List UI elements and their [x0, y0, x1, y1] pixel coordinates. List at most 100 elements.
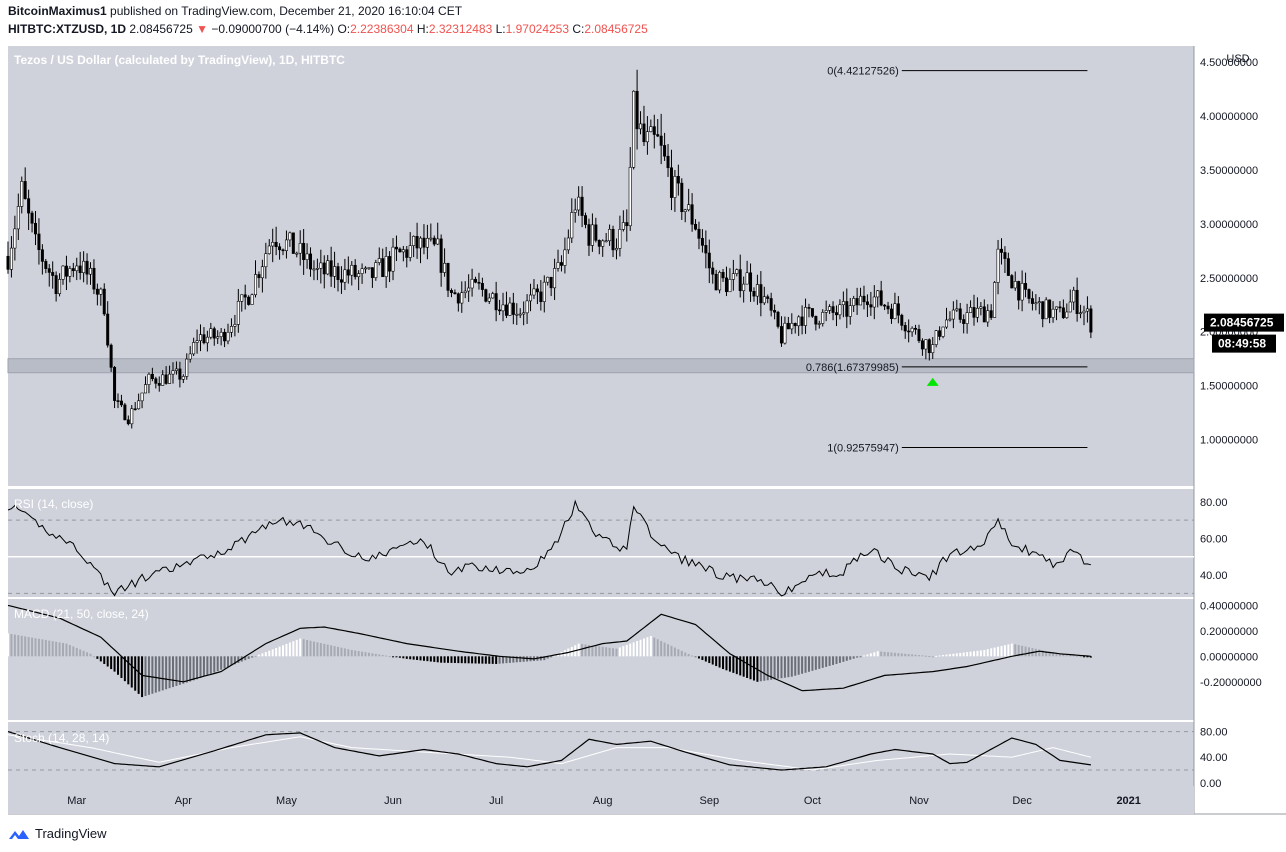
- macd-bar: [835, 656, 838, 664]
- candle-body: [914, 327, 918, 330]
- candle-body: [1027, 289, 1031, 299]
- candle-body: [972, 307, 976, 318]
- candle-body: [329, 260, 333, 277]
- high-value: 2.32312483: [428, 22, 493, 36]
- candle-body: [728, 279, 732, 293]
- candle-body: [494, 293, 498, 311]
- macd-bar: [137, 656, 140, 694]
- candle-body: [1037, 301, 1041, 304]
- candle-body: [1072, 289, 1076, 303]
- macd-bar: [103, 656, 106, 664]
- candle-body: [216, 336, 220, 339]
- candle-body: [518, 313, 522, 316]
- candle-body: [927, 339, 931, 354]
- macd-bar: [7, 633, 9, 657]
- candle-body: [23, 181, 27, 199]
- time-tick-label: 2021: [1116, 795, 1140, 807]
- macd-bar: [1021, 645, 1024, 657]
- macd-bar: [780, 656, 783, 679]
- candle-body: [126, 419, 130, 425]
- candle-body: [539, 291, 543, 302]
- candle-body: [714, 273, 718, 291]
- macd-bar: [804, 656, 807, 673]
- candle-body: [876, 290, 880, 298]
- macd-bar: [326, 644, 329, 657]
- candle-body: [999, 248, 1003, 253]
- macd-bar: [921, 655, 924, 657]
- footer: TradingView: [8, 826, 107, 841]
- candle-body: [900, 314, 904, 326]
- candle-body: [872, 296, 876, 308]
- time-axis-background: [8, 786, 1194, 814]
- macd-bar: [873, 652, 876, 657]
- candle-body: [848, 305, 852, 317]
- macd-bar: [450, 656, 453, 663]
- candle-body: [92, 267, 96, 290]
- macd-bar: [481, 656, 484, 664]
- macd-bar: [237, 656, 240, 663]
- candle-body: [903, 325, 907, 332]
- candle-body: [752, 291, 756, 297]
- macd-bar: [223, 656, 226, 669]
- macd-bar: [357, 651, 360, 657]
- candle-body: [862, 295, 866, 303]
- macd-bar: [185, 656, 188, 683]
- macd-bar: [976, 650, 979, 657]
- macd-bar: [254, 656, 257, 658]
- macd-bar: [684, 652, 687, 657]
- candle-body: [604, 240, 608, 243]
- candle-body: [474, 278, 478, 283]
- candle-body: [229, 326, 233, 333]
- pane-background-3: [8, 722, 1194, 786]
- macd-bar: [412, 656, 415, 660]
- candle-body: [157, 383, 161, 386]
- candle-body: [663, 145, 667, 157]
- author-name[interactable]: BitcoinMaximus1: [8, 4, 107, 18]
- macd-bar: [62, 642, 65, 657]
- macd-bar: [735, 656, 738, 675]
- macd-bar: [37, 638, 40, 657]
- macd-bar: [777, 656, 780, 679]
- candle-body: [1048, 299, 1052, 318]
- candle-body: [917, 329, 921, 342]
- macd-bar: [1014, 644, 1017, 657]
- macd-bar: [350, 649, 353, 657]
- candle-body: [924, 339, 928, 350]
- candle-body: [51, 272, 55, 276]
- macd-bar: [371, 653, 374, 657]
- candle-body: [302, 242, 306, 260]
- rsi-tick-label: 60.00: [1200, 533, 1228, 545]
- macd-bar: [306, 640, 309, 657]
- candle-body: [711, 267, 715, 275]
- candle-body: [443, 262, 447, 273]
- candle-body: [425, 238, 429, 248]
- candle-body: [278, 246, 282, 251]
- candle-body: [82, 260, 86, 274]
- candle-body: [109, 344, 113, 368]
- candle-body: [305, 253, 309, 260]
- macd-bar: [165, 656, 168, 690]
- candle-body: [64, 265, 68, 277]
- macd-bar: [680, 650, 683, 657]
- candle-body: [185, 358, 189, 377]
- candle-body: [209, 328, 213, 338]
- candle-body: [535, 288, 539, 293]
- macd-bar: [233, 656, 236, 665]
- candle-body: [9, 247, 13, 270]
- candle-body: [951, 309, 955, 320]
- macd-bar: [182, 656, 185, 684]
- candle-body: [37, 233, 41, 251]
- macd-bar: [615, 648, 618, 657]
- candle-body: [247, 296, 251, 305]
- macd-bar: [409, 656, 412, 660]
- macd-bar: [948, 654, 951, 657]
- macd-bar: [1017, 645, 1020, 657]
- candle-body: [948, 318, 952, 321]
- macd-bar: [632, 642, 635, 657]
- candle-body: [381, 258, 385, 278]
- footer-brand[interactable]: TradingView: [35, 826, 107, 841]
- candle-body: [889, 308, 893, 319]
- candle-body: [587, 224, 591, 246]
- macd-bar: [502, 656, 505, 664]
